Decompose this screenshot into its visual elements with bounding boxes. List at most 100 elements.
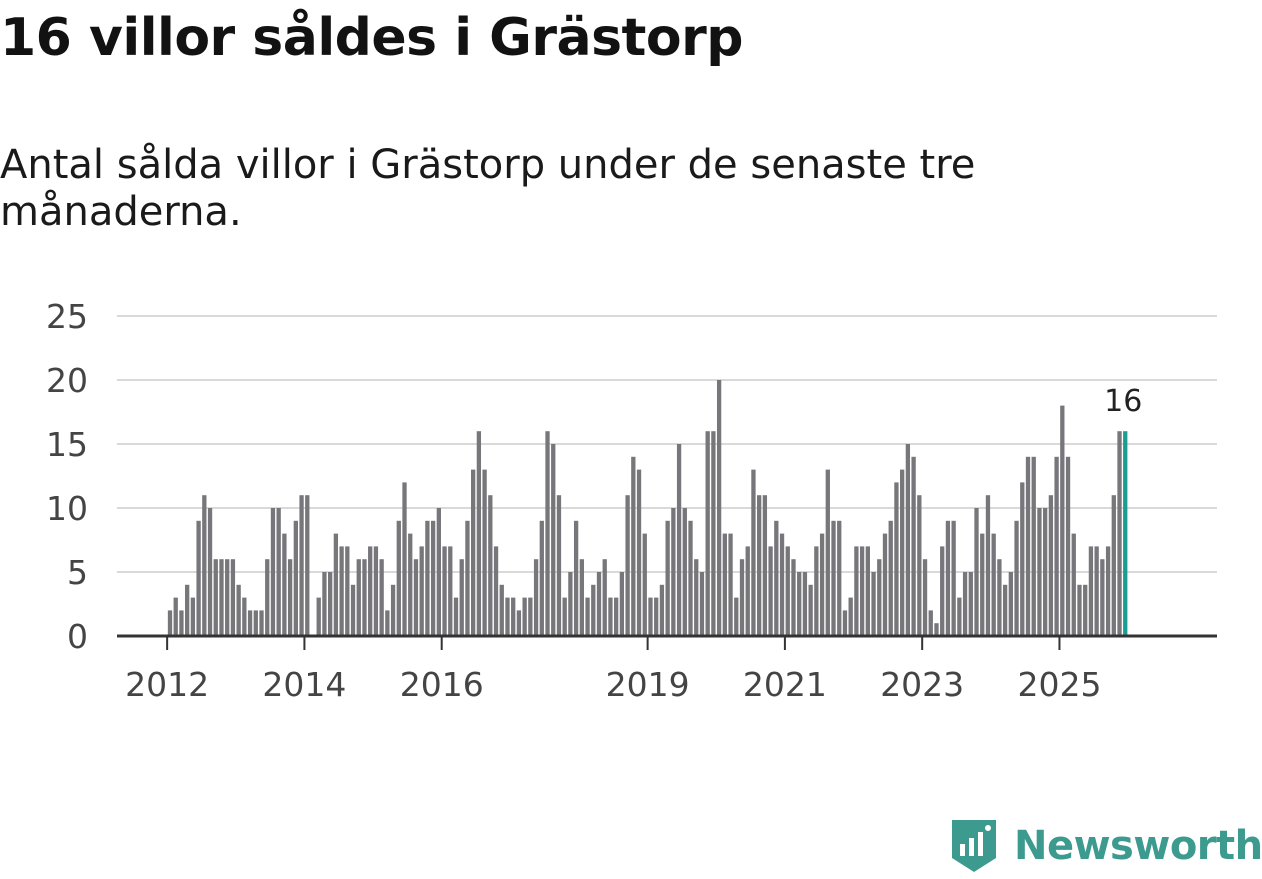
bar	[1031, 456, 1036, 636]
bar	[299, 495, 304, 636]
bar	[1105, 546, 1111, 636]
bar	[711, 431, 716, 636]
bar	[356, 559, 361, 636]
bar	[379, 559, 384, 636]
bar	[287, 559, 293, 636]
bar	[225, 559, 230, 636]
bar	[1002, 584, 1008, 636]
bar	[1117, 431, 1122, 636]
chart-title: 16 villor såldes i Grästorp	[0, 8, 743, 68]
bar	[179, 610, 184, 636]
bar	[602, 559, 607, 636]
bar	[196, 520, 201, 636]
bar	[974, 508, 979, 636]
bar	[757, 495, 762, 636]
bar	[705, 431, 710, 636]
bar	[1088, 546, 1094, 636]
bar	[1043, 508, 1048, 636]
bar	[722, 533, 727, 636]
bar	[213, 559, 218, 636]
bar	[837, 520, 842, 636]
bar	[665, 520, 670, 636]
bar	[207, 508, 213, 636]
bar	[671, 508, 676, 636]
bar	[167, 610, 173, 636]
bar	[825, 469, 830, 636]
bar	[1071, 533, 1076, 636]
bar	[345, 546, 350, 636]
bar	[545, 431, 550, 636]
bar	[779, 533, 785, 636]
bar	[888, 520, 893, 636]
x-tick-label: 2016	[400, 665, 484, 704]
bar	[951, 520, 956, 636]
bar	[573, 520, 579, 636]
bar	[511, 597, 516, 636]
bar	[499, 584, 504, 636]
bar	[819, 533, 825, 636]
bar	[425, 520, 430, 636]
bar	[802, 572, 808, 636]
bar	[493, 546, 499, 636]
bar	[676, 444, 682, 636]
bar	[1014, 520, 1019, 636]
bar	[276, 508, 281, 636]
bar	[396, 520, 401, 636]
bar	[1094, 546, 1099, 636]
bar	[247, 610, 253, 636]
bar	[1025, 456, 1031, 636]
bar	[322, 572, 327, 636]
bar	[842, 610, 848, 636]
bar	[905, 444, 911, 636]
bar	[894, 482, 899, 636]
bar	[339, 546, 344, 636]
bar	[270, 508, 276, 636]
bar	[471, 469, 476, 636]
bar	[448, 546, 453, 636]
bar	[831, 520, 836, 636]
bar	[1077, 584, 1082, 636]
bar	[562, 597, 567, 636]
bar	[591, 584, 596, 636]
newsworthy-logo: Newsworthy	[950, 818, 1262, 874]
bar	[556, 495, 562, 636]
bar	[408, 533, 413, 636]
bar	[385, 610, 390, 636]
bar	[774, 520, 779, 636]
bar	[762, 495, 768, 636]
bar	[282, 533, 287, 636]
newsworthy-logo-icon	[952, 820, 996, 872]
y-tick-label: 25	[46, 297, 88, 336]
bar	[585, 597, 590, 636]
bar	[259, 610, 264, 636]
bar	[265, 559, 270, 636]
bar	[368, 546, 373, 636]
bar	[436, 508, 441, 636]
bar	[202, 495, 207, 636]
bar	[1100, 559, 1105, 636]
bar	[768, 546, 773, 636]
bar	[516, 610, 522, 636]
y-tick-label: 10	[46, 489, 88, 528]
x-tick-label: 2014	[262, 665, 346, 704]
bar	[293, 520, 298, 636]
bar	[316, 597, 321, 636]
bar	[305, 495, 310, 636]
bar	[871, 572, 876, 636]
bar	[928, 610, 933, 636]
bar	[350, 584, 356, 636]
bar	[980, 533, 985, 636]
bar	[1065, 456, 1071, 636]
latest-value-label: 16	[1104, 384, 1142, 419]
bar	[940, 546, 945, 636]
bar	[625, 495, 630, 636]
y-tick-label: 0	[67, 617, 88, 656]
bar	[390, 584, 396, 636]
bar	[488, 495, 493, 636]
bar	[1054, 456, 1059, 636]
bar	[682, 508, 687, 636]
bar	[922, 559, 928, 636]
bar	[528, 597, 533, 636]
bar	[745, 546, 750, 636]
bar	[1008, 572, 1013, 636]
